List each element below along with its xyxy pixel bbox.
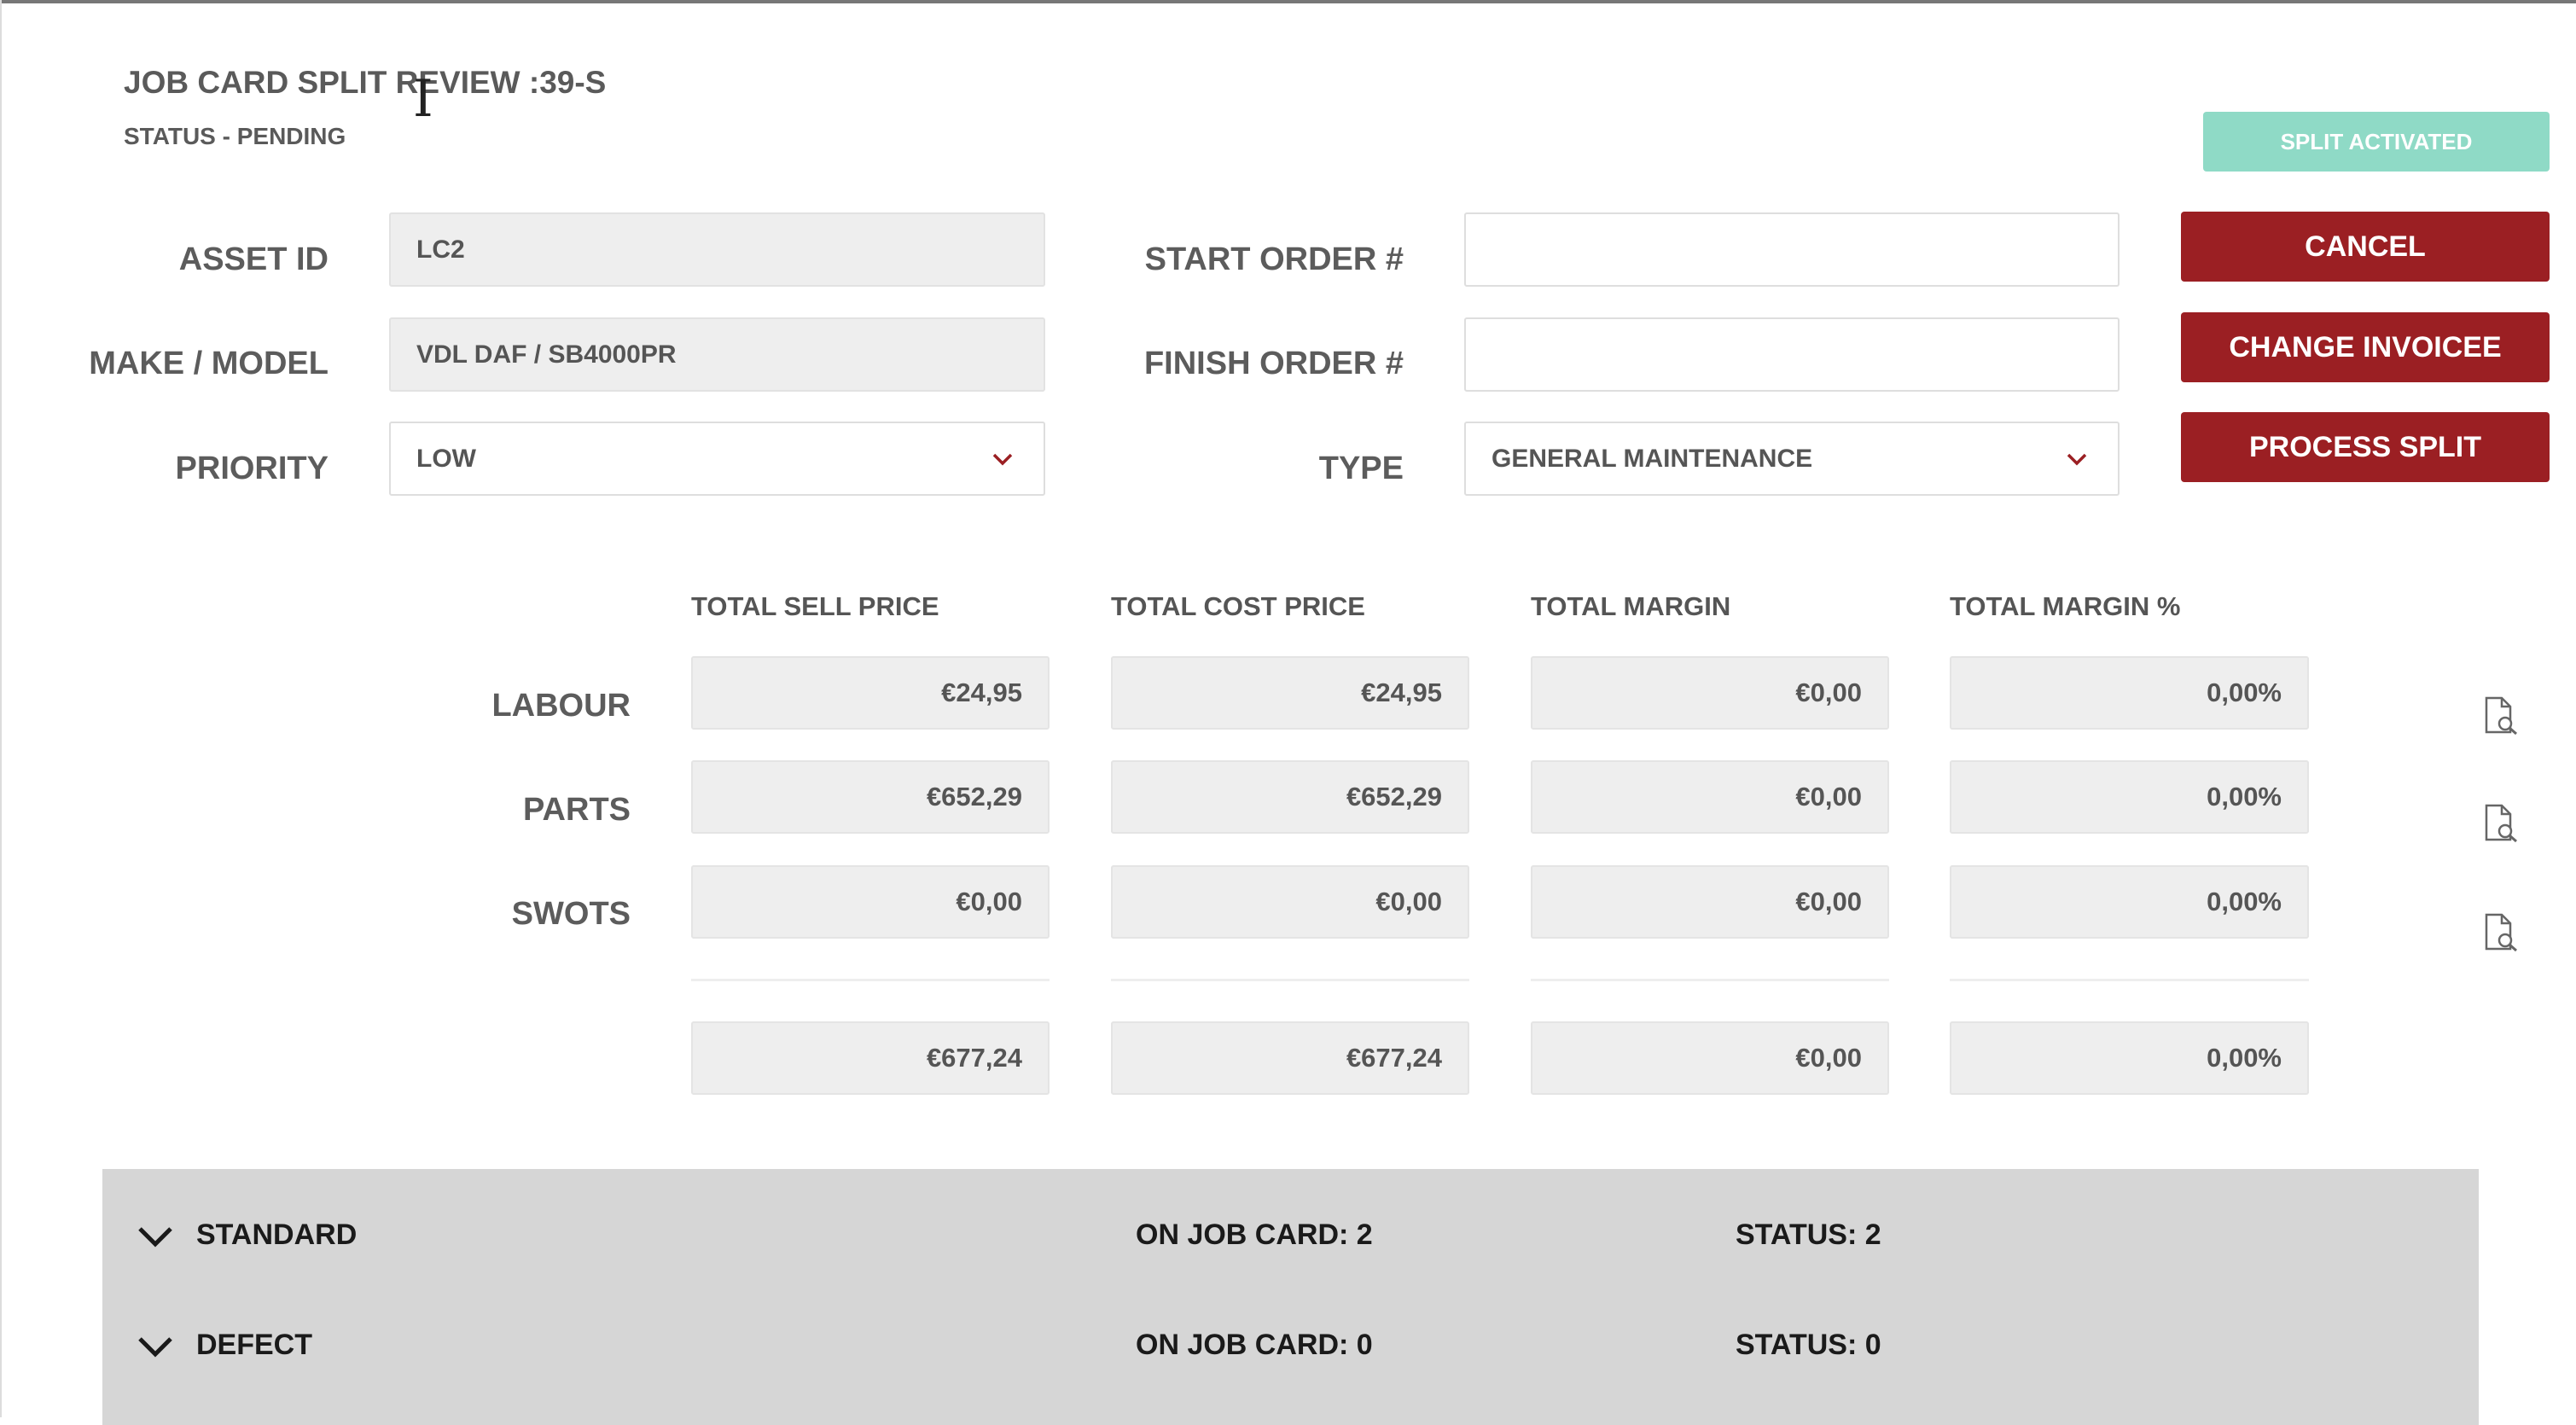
parts-sell-price: €652,29: [691, 760, 1050, 834]
row-label-parts: PARTS: [523, 792, 631, 828]
swots-cost-price: €0,00: [1111, 865, 1469, 939]
process-split-button[interactable]: PROCESS SPLIT: [2181, 412, 2550, 482]
swots-sell-price: €0,00: [691, 865, 1050, 939]
section-standard-on-job-card: ON JOB CARD: 2: [1136, 1219, 1373, 1251]
section-defect-status: STATUS: 0: [1736, 1329, 1881, 1361]
cursor-ibeam-icon: I: [413, 69, 433, 129]
divider: [1531, 979, 1889, 981]
cancel-button[interactable]: CANCEL: [2181, 212, 2550, 282]
start-order-label: START ORDER #: [1144, 241, 1404, 277]
col-header-sell: TOTAL SELL PRICE: [691, 591, 939, 621]
labour-margin: €0,00: [1531, 656, 1889, 730]
labour-sell-price: €24,95: [691, 656, 1050, 730]
row-label-labour: LABOUR: [491, 688, 631, 724]
divider: [1111, 979, 1469, 981]
defect-section-toggle[interactable]: [137, 1334, 174, 1364]
make-model-value: VDL DAF / SB4000PR: [416, 340, 677, 369]
total-sell-price: €677,24: [691, 1021, 1050, 1095]
parts-margin-pct: 0,00%: [1950, 760, 2309, 834]
divider: [691, 979, 1050, 981]
type-value: GENERAL MAINTENANCE: [1492, 444, 1813, 473]
swots-margin-pct: 0,00%: [1950, 865, 2309, 939]
finish-order-input[interactable]: [1464, 317, 2120, 392]
make-model-field[interactable]: VDL DAF / SB4000PR: [389, 317, 1045, 392]
priority-label: PRIORITY: [175, 451, 329, 486]
col-header-margin-pct: TOTAL MARGIN %: [1950, 591, 2181, 621]
start-order-input[interactable]: [1464, 212, 2120, 287]
chevron-down-icon: [138, 1227, 172, 1248]
asset-id-field[interactable]: LC2: [389, 212, 1045, 287]
col-header-cost: TOTAL COST PRICE: [1111, 591, 1365, 621]
parts-cost-price: €652,29: [1111, 760, 1469, 834]
type-select[interactable]: GENERAL MAINTENANCE: [1464, 422, 2120, 496]
left-border: [0, 0, 2, 1417]
swots-margin: €0,00: [1531, 865, 1889, 939]
section-standard-title[interactable]: STANDARD: [196, 1219, 358, 1251]
chevron-down-icon: [2067, 453, 2087, 466]
finish-order-label: FINISH ORDER #: [1143, 346, 1404, 381]
standard-section-toggle[interactable]: [137, 1224, 174, 1253]
chevron-down-icon: [992, 453, 1013, 466]
parts-margin: €0,00: [1531, 760, 1889, 834]
section-standard-status: STATUS: 2: [1736, 1219, 1881, 1251]
sections-panel: [102, 1169, 2479, 1425]
total-cost-price: €677,24: [1111, 1021, 1469, 1095]
priority-value: LOW: [416, 444, 476, 473]
type-label: TYPE: [1318, 451, 1404, 486]
swots-document-search-icon[interactable]: [2480, 911, 2521, 952]
asset-id-label: ASSET ID: [178, 241, 329, 277]
divider: [1950, 979, 2309, 981]
labour-margin-pct: 0,00%: [1950, 656, 2309, 730]
page-title: JOB CARD SPLIT REVIEW :39-S: [124, 65, 607, 100]
top-border: [0, 0, 2576, 3]
col-header-margin: TOTAL MARGIN: [1531, 591, 1731, 621]
labour-document-search-icon[interactable]: [2480, 695, 2521, 736]
labour-cost-price: €24,95: [1111, 656, 1469, 730]
split-activated-button[interactable]: SPLIT ACTIVATED: [2203, 112, 2550, 172]
change-invoicee-button[interactable]: CHANGE INVOICEE: [2181, 312, 2550, 382]
asset-id-value: LC2: [416, 235, 465, 264]
chevron-down-icon: [138, 1337, 172, 1358]
section-defect-title[interactable]: DEFECT: [196, 1329, 312, 1361]
status-text: STATUS - PENDING: [124, 123, 346, 149]
make-model-label: MAKE / MODEL: [89, 346, 329, 381]
total-margin: €0,00: [1531, 1021, 1889, 1095]
row-label-swots: SWOTS: [511, 896, 631, 932]
section-defect-on-job-card: ON JOB CARD: 0: [1136, 1329, 1373, 1361]
parts-document-search-icon[interactable]: [2480, 802, 2521, 843]
priority-select[interactable]: LOW: [389, 422, 1045, 496]
total-margin-pct: 0,00%: [1950, 1021, 2309, 1095]
